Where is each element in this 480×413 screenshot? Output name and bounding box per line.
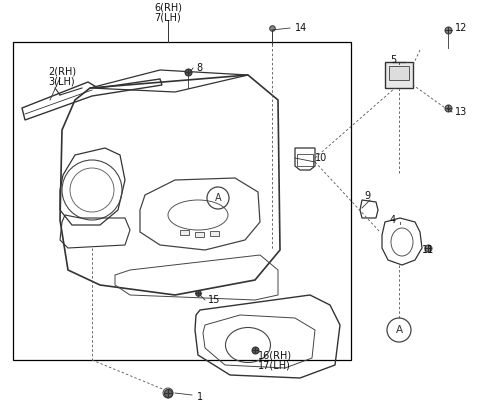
Text: 8: 8 — [196, 63, 202, 73]
Text: A: A — [396, 325, 403, 335]
Text: 10: 10 — [315, 153, 327, 163]
Bar — [389, 66, 409, 80]
Text: 3(LH): 3(LH) — [48, 76, 74, 86]
Bar — [195, 232, 204, 237]
Text: 9: 9 — [364, 191, 370, 201]
Text: 13: 13 — [455, 107, 467, 117]
Text: 15: 15 — [208, 295, 220, 305]
Bar — [210, 231, 219, 236]
Text: 4: 4 — [390, 215, 396, 225]
Text: 7(LH): 7(LH) — [155, 12, 181, 22]
Text: 14: 14 — [295, 23, 307, 33]
Text: 1: 1 — [197, 392, 203, 402]
Text: 12: 12 — [455, 23, 468, 33]
Text: 6(RH): 6(RH) — [154, 3, 182, 13]
Text: 16(RH): 16(RH) — [258, 351, 292, 361]
Text: A: A — [215, 193, 221, 203]
Bar — [385, 62, 413, 88]
Bar — [13, 42, 351, 360]
Text: 2(RH): 2(RH) — [48, 67, 76, 77]
Text: 11: 11 — [422, 245, 434, 255]
Text: 17(LH): 17(LH) — [258, 360, 291, 370]
Bar — [297, 154, 313, 166]
Text: 5: 5 — [390, 55, 396, 65]
Bar — [180, 230, 189, 235]
